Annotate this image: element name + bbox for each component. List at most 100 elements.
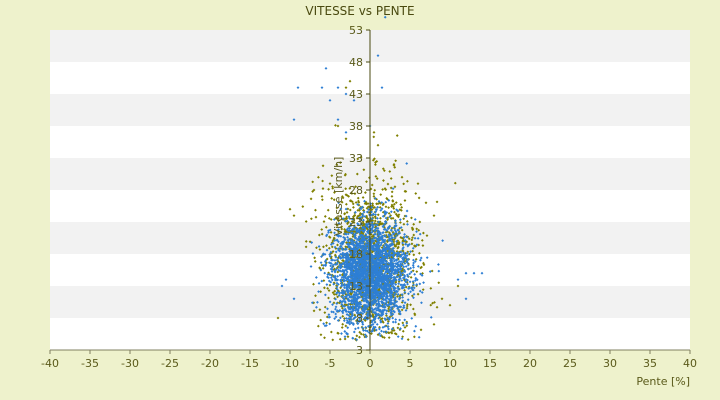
data-point	[363, 215, 367, 218]
data-point	[327, 289, 331, 292]
data-point	[405, 321, 409, 325]
data-point	[338, 299, 342, 303]
data-point	[331, 241, 335, 245]
data-point	[440, 297, 444, 301]
data-point	[358, 302, 362, 306]
data-point	[341, 288, 344, 292]
data-point	[406, 179, 409, 183]
data-point	[413, 244, 416, 248]
data-point	[322, 322, 326, 326]
data-point	[336, 274, 339, 278]
data-point	[353, 192, 357, 196]
data-point	[392, 282, 396, 285]
data-point	[344, 187, 348, 191]
data-point	[333, 231, 336, 235]
data-point	[420, 301, 423, 305]
data-point	[338, 245, 342, 249]
data-point	[405, 209, 409, 213]
data-point	[394, 278, 398, 282]
data-point	[389, 177, 393, 180]
data-point	[341, 311, 345, 315]
data-point	[361, 196, 365, 199]
data-point	[348, 79, 352, 83]
data-point	[373, 249, 376, 253]
data-point	[370, 329, 374, 333]
data-point	[414, 257, 418, 261]
data-point	[388, 275, 392, 279]
data-point	[325, 261, 328, 265]
data-point	[354, 201, 358, 204]
data-point	[378, 259, 382, 263]
data-point	[345, 255, 348, 259]
data-point	[373, 311, 377, 315]
data-point	[417, 243, 421, 247]
x-tick-label: 35	[643, 357, 657, 370]
data-point	[389, 210, 393, 214]
data-point	[365, 243, 369, 247]
data-point	[378, 275, 382, 279]
data-point	[364, 249, 368, 253]
data-point	[385, 268, 388, 272]
data-point	[394, 286, 397, 290]
data-point	[379, 243, 383, 247]
data-point	[383, 15, 387, 19]
data-point	[342, 269, 346, 272]
data-point	[331, 258, 335, 262]
data-point	[402, 236, 406, 239]
data-point	[374, 292, 378, 296]
data-point	[377, 241, 381, 245]
data-point	[310, 301, 314, 305]
data-point	[377, 282, 381, 286]
data-point	[393, 292, 397, 296]
data-point	[389, 302, 393, 306]
data-point	[317, 281, 321, 285]
data-point	[398, 231, 402, 235]
data-point	[358, 280, 362, 283]
data-point	[383, 276, 387, 280]
data-point	[362, 333, 365, 337]
data-point	[405, 259, 409, 263]
data-point	[342, 319, 346, 323]
data-point	[348, 299, 352, 303]
data-point	[398, 218, 402, 222]
data-point	[343, 228, 346, 231]
data-point	[332, 218, 336, 221]
data-point	[346, 252, 350, 256]
data-point	[350, 310, 353, 313]
data-point	[324, 67, 328, 70]
data-point	[369, 300, 373, 304]
data-point	[404, 285, 408, 289]
data-point	[422, 261, 425, 265]
data-point	[334, 255, 338, 259]
data-point	[378, 309, 382, 313]
data-point	[380, 329, 383, 333]
data-point	[376, 202, 380, 206]
data-point	[385, 303, 389, 307]
data-point	[356, 277, 360, 281]
data-point	[312, 188, 316, 192]
data-point	[347, 313, 351, 317]
data-point	[362, 218, 365, 222]
data-point	[344, 137, 348, 141]
data-point	[386, 322, 390, 325]
data-point	[374, 296, 378, 300]
data-point	[400, 286, 404, 290]
data-point	[379, 216, 382, 220]
data-point	[374, 160, 377, 164]
data-point	[405, 324, 409, 328]
data-point	[390, 236, 394, 239]
data-point	[319, 290, 323, 294]
data-point	[411, 288, 414, 292]
data-point	[318, 308, 322, 312]
data-point	[370, 220, 374, 224]
data-point	[364, 256, 368, 260]
data-point	[375, 266, 378, 269]
data-point	[411, 269, 415, 273]
data-point	[378, 251, 382, 254]
data-point	[354, 274, 358, 277]
data-point	[362, 209, 365, 212]
data-point	[399, 221, 402, 224]
data-point	[379, 319, 382, 323]
data-point	[377, 284, 380, 288]
data-point	[355, 303, 359, 306]
